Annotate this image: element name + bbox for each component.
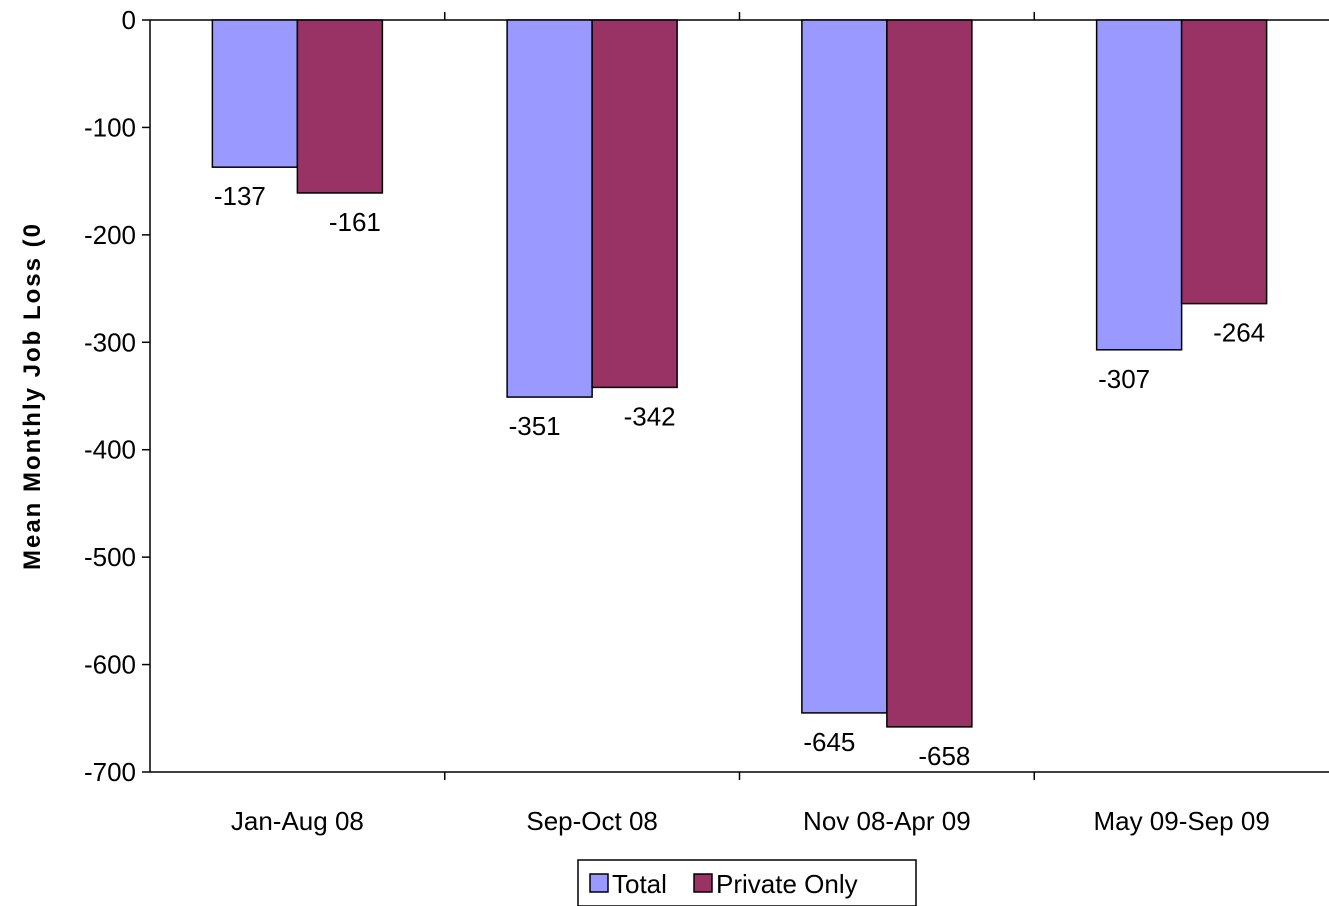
legend-label-total: Total — [612, 869, 667, 899]
legend-label-private-only: Private Only — [716, 869, 858, 899]
data-label: -658 — [918, 741, 970, 771]
data-label: -161 — [329, 207, 381, 237]
legend-box — [577, 859, 917, 906]
x-tick-label: Jan-Aug 08 — [231, 806, 364, 836]
y-tick-label: 0 — [122, 5, 136, 35]
x-tick-label: Sep-Oct 08 — [526, 806, 658, 836]
data-label: -645 — [803, 727, 855, 757]
data-label: -351 — [509, 411, 561, 441]
x-tick-label: May 09-Sep 09 — [1093, 806, 1269, 836]
bar-total — [1095, 19, 1183, 351]
y-tick-label: -700 — [84, 757, 136, 787]
bar-private-only — [591, 19, 678, 389]
data-label: -137 — [214, 181, 266, 211]
legend: Total Private Only — [577, 859, 917, 906]
bar-private-only — [886, 19, 973, 728]
y-tick-label: -500 — [84, 542, 136, 572]
bar-total — [801, 19, 888, 714]
bar-total — [211, 19, 299, 168]
bar-private-only — [296, 19, 384, 194]
x-tick-label: Nov 08-Apr 09 — [803, 806, 971, 836]
y-tick-label: -400 — [84, 435, 136, 465]
y-tick-label: -100 — [84, 112, 136, 142]
legend-swatch-private-only — [693, 873, 713, 893]
data-label: -342 — [624, 401, 676, 431]
legend-swatch-total — [589, 873, 609, 893]
bar-private-only — [1180, 19, 1268, 305]
data-label: -264 — [1213, 318, 1265, 348]
bar-total — [506, 19, 593, 398]
y-tick-label: -600 — [84, 650, 136, 680]
plot-area: 0 -100 -200 -300 -400 -500 -600 -700 Jan-Aug 08 -… — [84, 5, 1329, 836]
data-label: -307 — [1098, 364, 1150, 394]
y-tick-label: -300 — [84, 327, 136, 357]
y-tick-label: -200 — [84, 220, 136, 250]
y-axis-label: Mean Monthly Job Loss (0 — [19, 222, 46, 570]
